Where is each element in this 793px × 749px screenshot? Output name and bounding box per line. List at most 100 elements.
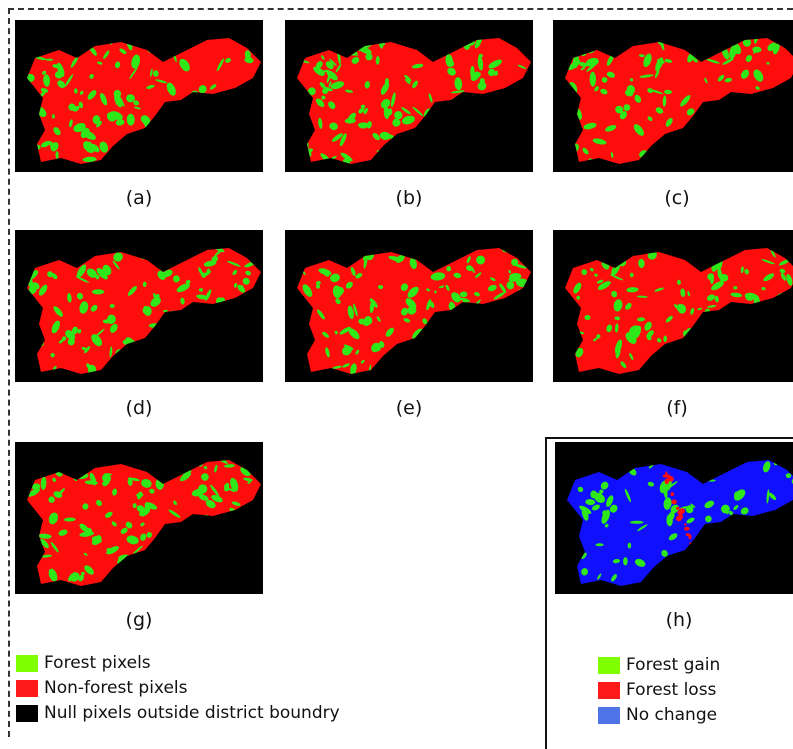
forest-patch (457, 124, 472, 129)
forest-patch (323, 86, 333, 92)
forest-patch (389, 158, 399, 164)
forest-patch (214, 146, 223, 155)
forest-patch (701, 250, 707, 261)
forest-patch (496, 343, 505, 351)
forest-patch (198, 326, 208, 332)
forest-patch (388, 255, 403, 262)
forest-patch (489, 320, 497, 331)
forest-patch (55, 151, 59, 159)
forest-patch (332, 285, 342, 299)
forest-patch (451, 90, 465, 94)
forest-patch (182, 460, 191, 468)
forest-patch (102, 319, 111, 324)
forest-patch (134, 359, 143, 367)
forest-patch (93, 40, 107, 43)
forest-patch (426, 288, 431, 292)
caption-d: (d) (125, 397, 153, 419)
forest-patch (431, 38, 439, 46)
forest-patch (784, 116, 790, 120)
forest-patch (721, 504, 730, 514)
forest-patch (768, 492, 777, 500)
forest-patch (228, 150, 233, 156)
forest-loss-patch (676, 515, 682, 522)
forest-patch (91, 289, 105, 295)
forest-patch (193, 114, 200, 127)
forest-patch (439, 144, 443, 155)
forest-patch (403, 318, 411, 323)
forest-patch (474, 292, 480, 297)
forest-patch (331, 133, 343, 142)
forest-patch (626, 287, 639, 293)
forest-patch (704, 341, 709, 347)
forest-loss-patch (689, 545, 694, 552)
forest-patch (654, 69, 660, 78)
forest-patch (582, 38, 590, 46)
forest-patch (329, 122, 338, 131)
forest-patch (146, 532, 153, 538)
forest-patch (199, 315, 209, 319)
forest-patch (740, 69, 750, 79)
forest-patch (109, 303, 115, 309)
forest-patch (69, 119, 73, 128)
forest-patch (672, 354, 679, 368)
forest-patch (711, 281, 724, 291)
forest-patch (172, 275, 180, 283)
forest-patch (712, 136, 722, 148)
forest-patch (191, 357, 197, 363)
forest-patch (79, 252, 91, 258)
forest-patch (501, 348, 509, 357)
forest-patch (313, 250, 318, 259)
forest-patch (53, 491, 63, 498)
forest-patch (319, 82, 326, 89)
forest-patch (61, 336, 67, 342)
forest-patch (762, 328, 769, 334)
forest-patch (201, 473, 209, 481)
forest-patch (196, 294, 208, 300)
forest-patch (210, 531, 223, 538)
forest-patch (470, 359, 481, 371)
forest-patch (589, 267, 594, 272)
forest-patch (125, 521, 133, 529)
legend-label: Forest pixels (44, 653, 151, 673)
forest-patch (35, 48, 41, 56)
forest-patch (625, 461, 632, 469)
forest-patch (595, 543, 604, 547)
change-map-box (545, 437, 793, 749)
forest-patch (206, 126, 212, 139)
forest-patch (625, 302, 632, 310)
forest-patch (147, 356, 152, 361)
forest-patch (772, 43, 780, 55)
forest-patch (666, 514, 673, 527)
forest-patch (191, 488, 205, 497)
forest-patch (228, 330, 234, 336)
forest-patch (203, 134, 208, 140)
forest-patch (321, 95, 326, 100)
forest-patch (661, 549, 668, 557)
forest-patch (170, 110, 181, 119)
forest-patch (96, 499, 102, 507)
forest-patch (703, 460, 712, 467)
forest-patch (71, 44, 77, 50)
forest-patch (785, 473, 792, 479)
forest-patch (643, 53, 652, 68)
forest-loss-patch (670, 492, 675, 496)
forest-patch (115, 119, 125, 126)
forest-patch (745, 55, 753, 62)
forest-patch (566, 300, 572, 306)
forest-patch (517, 292, 521, 297)
map-panel-a (15, 20, 263, 172)
forest-patch (342, 363, 350, 368)
forest-patch (244, 57, 254, 64)
forest-patch (57, 80, 66, 89)
forest-patch (212, 102, 218, 109)
forest-patch (109, 111, 123, 121)
forest-patch (612, 558, 621, 564)
forest-patch (316, 284, 320, 289)
forest-patch (647, 481, 655, 487)
forest-patch (772, 103, 779, 110)
forest-patch (413, 150, 418, 153)
forest-patch (324, 38, 332, 44)
forest-patch (511, 258, 519, 266)
forest-patch (80, 127, 90, 139)
forest-patch (154, 343, 164, 351)
